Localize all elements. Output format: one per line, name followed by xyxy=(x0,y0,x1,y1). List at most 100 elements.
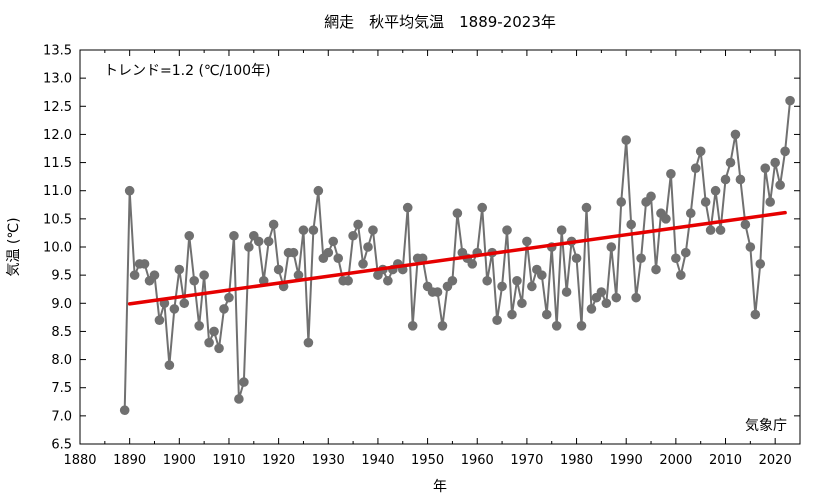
data-point xyxy=(368,225,378,235)
series-layer xyxy=(119,95,795,416)
data-point xyxy=(303,337,314,348)
data-point xyxy=(536,270,547,280)
data-point xyxy=(313,185,324,196)
data-point xyxy=(725,157,736,168)
data-point xyxy=(209,326,219,337)
data-point xyxy=(452,208,463,219)
data-point xyxy=(323,247,334,258)
data-point xyxy=(596,287,607,297)
y-tick-label: 8.0 xyxy=(51,353,72,368)
data-point xyxy=(119,405,130,416)
x-tick-label: 1900 xyxy=(163,453,196,468)
data-point xyxy=(666,169,676,179)
x-axis-ticks: 1880 1890 1900 1910 1920 1930 1940 1950 1960 1970… xyxy=(63,50,792,468)
x-tick-label: 1950 xyxy=(411,453,444,468)
data-point xyxy=(695,146,706,157)
trend-layer xyxy=(127,210,787,306)
data-point xyxy=(437,321,448,331)
data-point xyxy=(298,225,309,235)
trend-line xyxy=(127,210,787,306)
data-point xyxy=(308,225,319,235)
data-point xyxy=(348,230,358,241)
data-point xyxy=(522,236,532,247)
y-tick-label: 7.5 xyxy=(51,381,72,396)
data-point xyxy=(179,298,190,309)
y-tick-label: 7.0 xyxy=(51,409,72,424)
data-point xyxy=(358,259,368,269)
data-point xyxy=(571,253,582,264)
x-tick-label: 1990 xyxy=(610,453,643,468)
data-point xyxy=(129,270,140,280)
data-point xyxy=(328,236,339,247)
y-tick-label: 10.5 xyxy=(43,212,72,227)
data-point xyxy=(710,185,721,196)
data-point xyxy=(785,95,795,106)
data-point xyxy=(541,309,552,320)
y-tick-label: 12.5 xyxy=(43,100,72,115)
data-point xyxy=(402,202,413,213)
y-tick-label: 11.5 xyxy=(43,156,72,171)
data-point xyxy=(740,219,751,230)
data-point xyxy=(239,377,249,387)
data-point xyxy=(154,315,165,325)
y-tick-label: 10.0 xyxy=(43,241,72,256)
data-point xyxy=(273,264,284,275)
x-tick-label: 2010 xyxy=(709,453,742,468)
data-point xyxy=(482,275,492,286)
data-point xyxy=(730,129,741,140)
data-point xyxy=(586,304,597,314)
data-point xyxy=(507,309,517,320)
data-point xyxy=(755,259,766,269)
x-tick-label: 1980 xyxy=(560,453,593,468)
data-point xyxy=(492,315,502,325)
data-point xyxy=(353,219,363,230)
data-point xyxy=(124,185,135,196)
data-point xyxy=(164,360,175,371)
y-tick-label: 13.0 xyxy=(43,72,72,87)
data-point xyxy=(606,242,617,252)
data-point xyxy=(775,180,785,190)
data-point xyxy=(715,225,726,235)
x-tick-label: 2020 xyxy=(759,453,792,468)
y-axis-ticks: 6.5 7.0 7.5 8.0 8.5 9.0 9.5 10.0 10.5 11.0 11.5 12.… xyxy=(43,44,800,453)
data-point xyxy=(432,287,443,297)
data-point xyxy=(383,275,393,286)
y-tick-label: 8.5 xyxy=(51,325,72,340)
data-point xyxy=(517,298,527,309)
data-point xyxy=(244,242,254,252)
data-point xyxy=(671,253,681,264)
data-point xyxy=(611,292,622,303)
data-point xyxy=(224,292,234,303)
data-point xyxy=(581,202,592,213)
x-axis-label: 年 xyxy=(433,479,447,495)
series-line xyxy=(123,100,792,411)
data-point xyxy=(720,174,731,185)
y-tick-label: 9.0 xyxy=(51,297,72,312)
x-tick-label: 1910 xyxy=(212,453,245,468)
data-point xyxy=(333,253,344,264)
plot-frame xyxy=(79,49,801,445)
source-label: 気象庁 xyxy=(745,418,787,434)
data-point xyxy=(551,321,562,331)
y-tick-label: 12.0 xyxy=(43,128,72,143)
data-point xyxy=(502,225,512,235)
data-point xyxy=(651,264,661,275)
x-tick-label: 2000 xyxy=(659,453,692,468)
x-tick-label: 1940 xyxy=(361,453,394,468)
data-point xyxy=(735,174,746,185)
data-point xyxy=(680,247,691,258)
data-point xyxy=(700,197,711,207)
data-point xyxy=(750,309,761,320)
trend-annotation: トレンド=1.2 (℃/100年) xyxy=(104,63,271,79)
data-point xyxy=(169,304,180,314)
data-point xyxy=(214,343,224,354)
data-point xyxy=(621,135,632,145)
data-point xyxy=(467,259,478,269)
data-point xyxy=(556,225,567,235)
data-point xyxy=(626,219,636,230)
data-point xyxy=(661,214,671,224)
data-point xyxy=(705,225,716,235)
data-point xyxy=(616,197,627,207)
data-point xyxy=(293,270,304,280)
data-point xyxy=(780,146,790,157)
